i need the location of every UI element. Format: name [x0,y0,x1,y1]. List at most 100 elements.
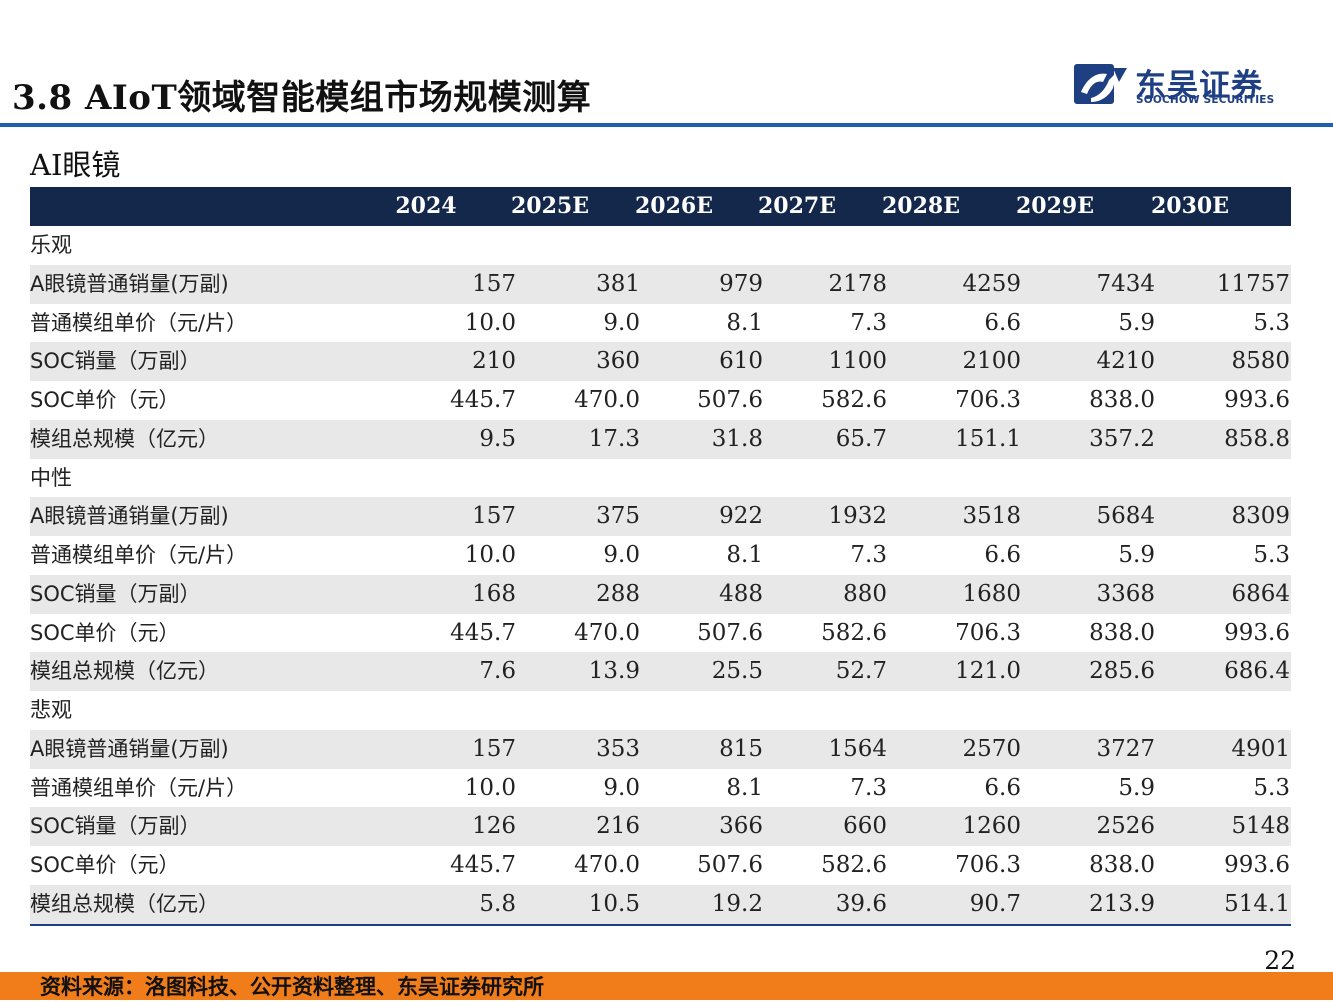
table-cell: 5.8 [479,890,516,917]
table-row: SOC销量（万副） 210 360 610 1100 2100 4210 8580 [30,342,1291,381]
column-header: 2024 [395,193,457,219]
table-cell: 5.3 [1253,774,1290,801]
table-cell: 11757 [1216,270,1290,297]
row-label: SOC销量（万副） [30,814,201,839]
table-cell: 360 [596,348,640,375]
table-cell: 65.7 [835,425,887,452]
table-cell: 979 [719,270,763,297]
header-divider [0,123,1333,127]
table-cell: 1932 [828,503,887,530]
row-label: 普通模组单价（元/片） [30,310,248,335]
table-cell: 4210 [1096,348,1155,375]
table-cell: 10.0 [464,542,516,568]
table-cell: 19.2 [711,890,763,917]
table-cell: 2178 [828,270,887,297]
table-cell: 922 [719,503,763,530]
table-row: A眼镜普通销量(万副) 157 381 979 2178 4259 7434 11757 [30,264,1291,304]
row-label: SOC单价（元） [30,620,180,645]
table-cell: 993.6 [1224,852,1290,878]
table-cell: 5684 [1096,503,1155,530]
table-cell: 470.0 [574,852,640,878]
row-label: A眼镜普通销量(万副) [30,736,229,761]
table-cell: 445.7 [450,852,516,878]
table-cell: 445.7 [450,387,516,413]
scenario-name: 悲观 [30,698,72,722]
table-cell: 9.0 [603,774,640,801]
scenario-name: 中性 [30,465,72,490]
table-cell: 9.0 [603,309,640,336]
scenario-group-label: 悲观 [30,691,1291,730]
table-cell: 838.0 [1089,387,1155,413]
table-cell: 686.4 [1224,658,1290,685]
column-header: 2025E [511,193,589,219]
table-cell: 470.0 [574,387,640,413]
table-cell: 815 [719,735,763,762]
table-row: A眼镜普通销量(万副) 157 353 815 1564 2570 3727 4901 [30,729,1291,769]
table-row: 普通模组单价（元/片） 10.0 9.0 8.1 7.3 6.6 5.9 5.3 [30,536,1291,575]
table-cell: 5.9 [1118,774,1155,801]
table-cell: 507.6 [697,852,763,878]
table-cell: 582.6 [821,852,887,878]
row-label: A眼镜普通销量(万副) [30,504,229,529]
source-note: 资料来源：洛图科技、公开资料整理、东吴证券研究所 [40,975,544,999]
table-cell: 993.6 [1224,387,1290,413]
table-cell: 157 [472,503,516,530]
table-row: SOC单价（元） 445.7 470.0 507.6 582.6 706.3 838.0 99… [30,614,1291,653]
table-cell: 5.9 [1118,309,1155,336]
table-row: A眼镜普通销量(万副) 157 375 922 1932 3518 5684 8309 [30,497,1291,536]
table-cell: 7.3 [850,309,887,336]
table-cell: 706.3 [955,852,1021,878]
table-cell: 445.7 [450,619,516,646]
scenario-group-label: 乐观 [30,226,1291,265]
table-cell: 858.8 [1224,425,1290,452]
page-title: 3.8 AIoT领域智能模组市场规模测算 [12,78,592,118]
table-cell: 39.6 [835,890,887,917]
table-cell: 157 [472,270,516,297]
row-label: 普通模组单价（元/片） [30,543,248,567]
footer-bar [0,972,1333,1000]
row-label: 模组总规模（亿元） [30,659,219,684]
table-cell: 5.3 [1253,542,1290,568]
table-cell: 8.1 [726,542,763,568]
table-cell: 288 [596,580,640,607]
table-cell: 8.1 [726,309,763,336]
table-cell: 838.0 [1089,852,1155,878]
column-header: 2027E [758,193,836,219]
table-header-row: 2024 2025E 2026E 2027E 2028E 2029E 2030E [30,187,1291,226]
table-row: SOC销量（万副） 168 288 488 880 1680 3368 6864 [30,574,1291,614]
table-cell: 151.1 [955,425,1021,452]
table-body: 乐观 A眼镜普通销量(万副) 157 381 979 2178 4259 7434 11757 普… [30,226,1291,924]
table-cell: 1564 [828,735,887,762]
table-cell: 706.3 [955,387,1021,413]
table-cell: 3727 [1096,735,1155,762]
row-label: 模组总规模（亿元） [30,891,219,916]
table-cell: 31.8 [711,425,763,452]
table-cell: 213.9 [1089,890,1155,917]
table-row: SOC单价（元） 445.7 470.0 507.6 582.6 706.3 838.0 99… [30,381,1291,420]
table-cell: 8.1 [726,774,763,801]
table-row: 模组总规模（亿元） 7.6 13.9 25.5 52.7 121.0 285.6 686.4 [30,652,1291,691]
logo-chinese-name: 东吴证券 [1135,68,1263,104]
table-row: SOC单价（元） 445.7 470.0 507.6 582.6 706.3 838.0 99… [30,846,1291,885]
column-header: 2030E [1151,193,1229,219]
table-cell: 366 [719,813,763,840]
table-cell: 168 [472,580,516,607]
table-cell: 285.6 [1089,658,1155,685]
row-label: A眼镜普通销量(万副) [30,271,229,296]
table-cell: 993.6 [1224,619,1290,646]
table-cell: 488 [719,580,763,607]
table-cell: 8580 [1231,348,1290,375]
table-cell: 4901 [1231,735,1290,762]
table-cell: 13.9 [588,658,640,685]
row-label: SOC单价（元） [30,853,180,877]
table-cell: 10.0 [464,774,516,801]
table-cell: 706.3 [955,619,1021,646]
scenario-group-label: 中性 [30,459,1291,498]
table-cell: 5.3 [1253,309,1290,336]
row-label: SOC销量（万副） [30,581,201,606]
table-cell: 126 [472,813,516,840]
table-cell: 10.0 [464,309,516,336]
table-cell: 5.9 [1118,542,1155,568]
table-cell: 582.6 [821,619,887,646]
table-cell: 7434 [1096,270,1155,297]
